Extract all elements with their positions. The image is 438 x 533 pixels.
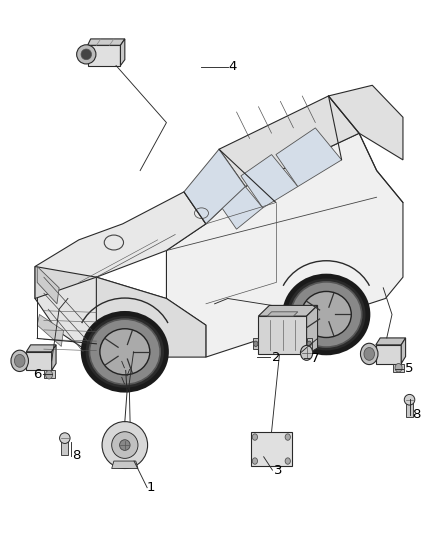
Polygon shape — [215, 176, 263, 229]
Polygon shape — [44, 370, 55, 378]
Polygon shape — [112, 461, 138, 469]
Polygon shape — [401, 338, 406, 364]
Text: 5: 5 — [405, 362, 414, 375]
Polygon shape — [88, 39, 125, 45]
Ellipse shape — [83, 313, 166, 390]
Polygon shape — [376, 345, 401, 364]
Text: 8: 8 — [72, 449, 81, 462]
Polygon shape — [35, 266, 96, 357]
Text: 1: 1 — [147, 481, 155, 494]
Polygon shape — [376, 338, 406, 345]
Polygon shape — [258, 305, 318, 316]
Text: 3: 3 — [274, 464, 283, 477]
Ellipse shape — [77, 45, 96, 64]
Polygon shape — [307, 305, 318, 354]
Ellipse shape — [120, 440, 130, 450]
Polygon shape — [37, 314, 64, 346]
Text: 2: 2 — [272, 351, 280, 364]
Ellipse shape — [360, 343, 378, 365]
Ellipse shape — [100, 329, 150, 375]
Polygon shape — [166, 133, 403, 357]
Polygon shape — [406, 402, 413, 417]
Ellipse shape — [46, 370, 53, 379]
Text: 6: 6 — [33, 368, 42, 381]
Ellipse shape — [395, 364, 402, 372]
Ellipse shape — [89, 319, 160, 384]
Text: 4: 4 — [228, 60, 237, 73]
Ellipse shape — [307, 341, 311, 346]
Polygon shape — [393, 364, 404, 372]
Text: 8: 8 — [412, 408, 420, 421]
Ellipse shape — [291, 282, 362, 347]
Ellipse shape — [404, 394, 415, 405]
Ellipse shape — [11, 350, 28, 372]
Polygon shape — [258, 316, 307, 354]
Polygon shape — [35, 277, 166, 357]
Polygon shape — [307, 338, 312, 349]
Polygon shape — [52, 345, 56, 370]
Polygon shape — [120, 39, 125, 66]
Polygon shape — [276, 128, 342, 187]
Polygon shape — [96, 277, 206, 357]
Polygon shape — [26, 352, 52, 370]
Ellipse shape — [112, 432, 138, 458]
Polygon shape — [35, 192, 206, 298]
Ellipse shape — [301, 292, 351, 337]
Ellipse shape — [252, 458, 258, 464]
Ellipse shape — [285, 276, 368, 353]
Polygon shape — [253, 338, 258, 349]
Polygon shape — [26, 345, 56, 352]
Ellipse shape — [364, 348, 374, 360]
Ellipse shape — [81, 49, 92, 60]
Ellipse shape — [300, 345, 313, 360]
Ellipse shape — [254, 341, 258, 346]
Polygon shape — [61, 441, 68, 455]
Polygon shape — [184, 149, 245, 224]
Polygon shape — [88, 45, 120, 66]
Polygon shape — [241, 155, 298, 208]
Polygon shape — [267, 312, 298, 316]
Polygon shape — [219, 96, 359, 187]
Ellipse shape — [285, 458, 290, 464]
Polygon shape — [251, 432, 292, 466]
Ellipse shape — [102, 422, 148, 469]
Ellipse shape — [60, 433, 70, 443]
Text: 7: 7 — [311, 352, 320, 365]
Ellipse shape — [14, 354, 25, 367]
Polygon shape — [328, 85, 403, 160]
Ellipse shape — [252, 434, 258, 440]
Polygon shape — [37, 266, 59, 304]
Ellipse shape — [285, 434, 290, 440]
